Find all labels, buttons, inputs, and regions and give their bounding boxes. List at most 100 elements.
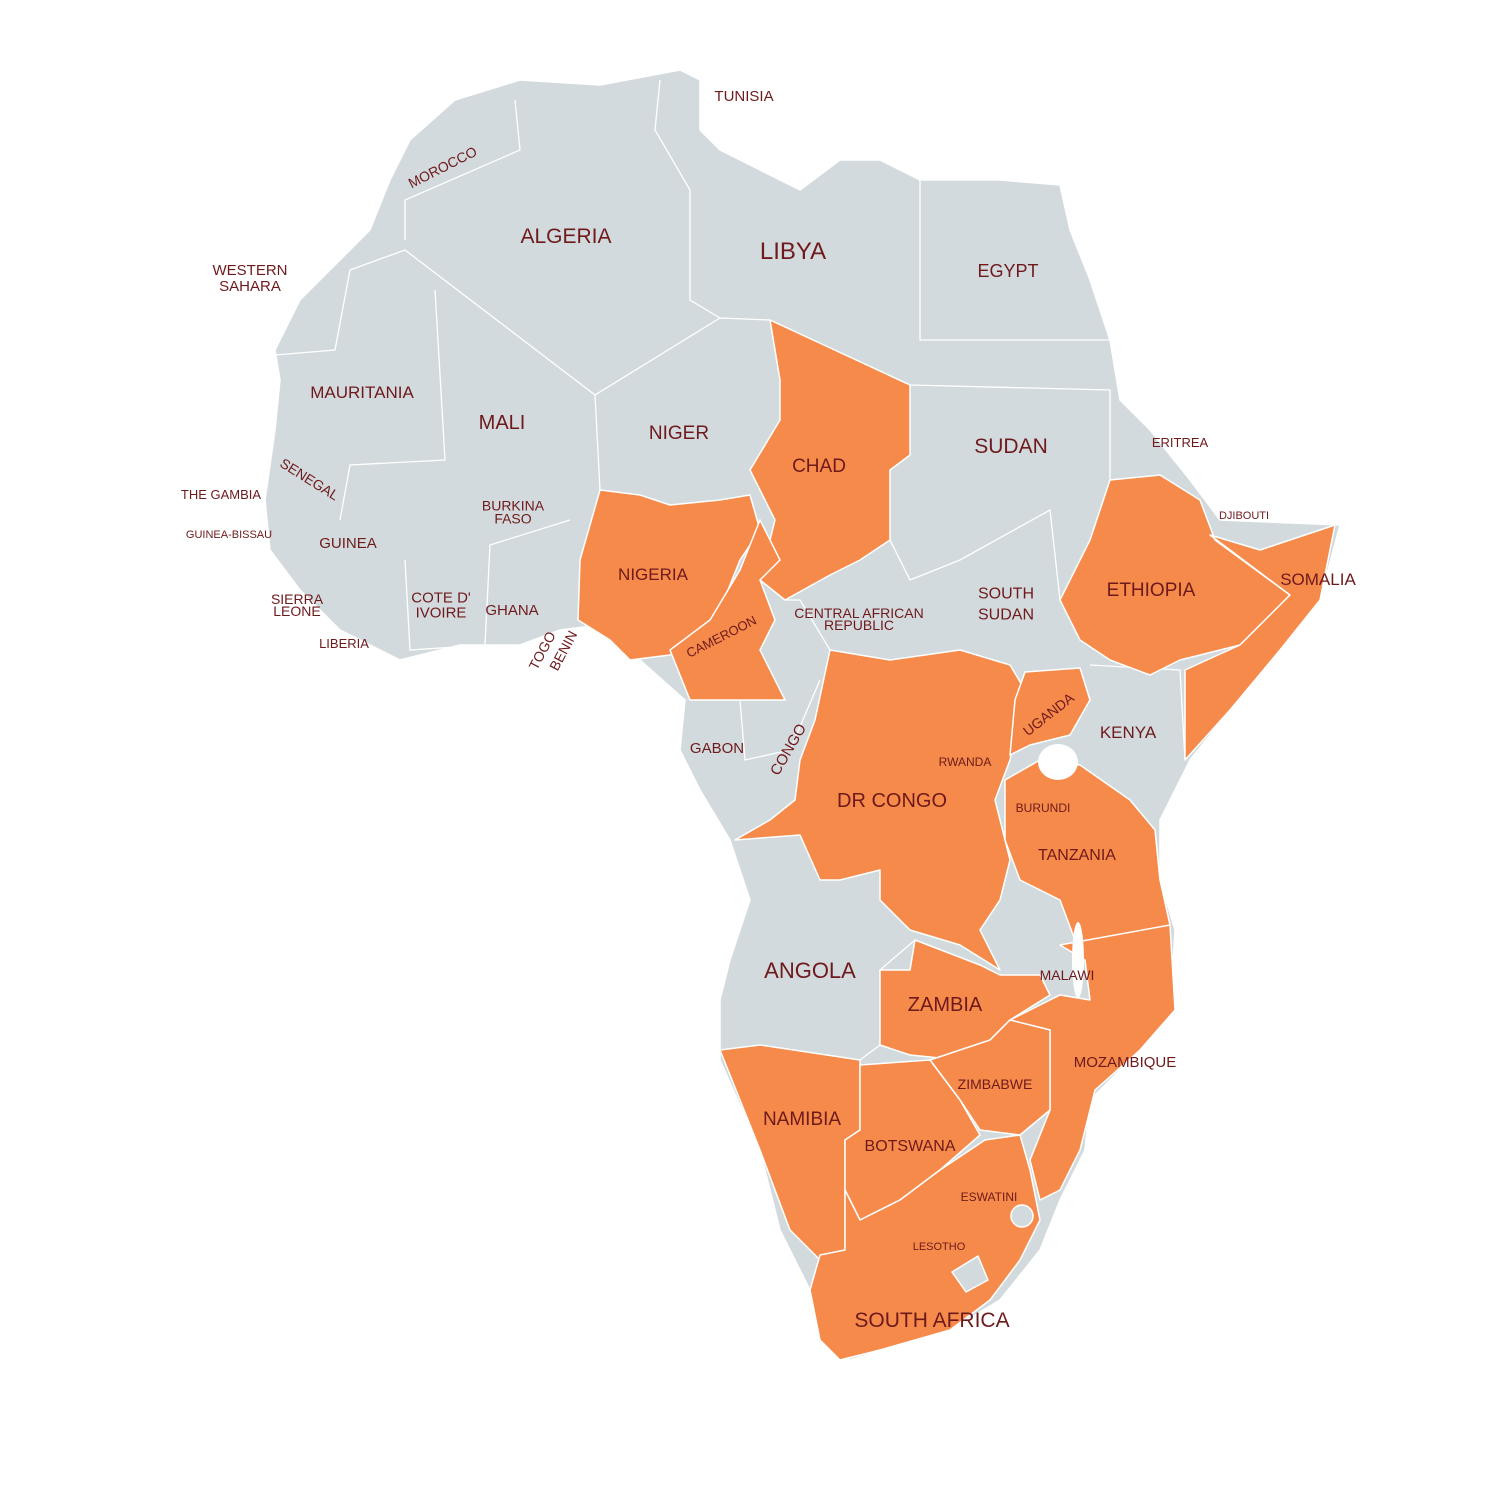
label-line: TANZANIA — [1038, 847, 1116, 864]
country-shape — [1009, 667, 1091, 756]
country-label: ZIMBABWE — [958, 1076, 1033, 1092]
country-shape — [749, 319, 911, 601]
label-line: WESTERN — [213, 262, 288, 279]
label-line: GUINEA-BISSAU — [186, 529, 272, 541]
label-line: SOUTH AFRICA — [854, 1309, 1009, 1332]
country-label: SOUTH SUDAN — [978, 586, 1034, 624]
border — [919, 180, 1110, 341]
country-label: ANGOLA — [764, 958, 856, 983]
border — [909, 384, 1111, 480]
label-line: SOMALIA — [1280, 570, 1356, 589]
label-line: SAHARA — [219, 278, 281, 295]
border — [404, 99, 521, 240]
country-label: BURUNDI — [1016, 801, 1071, 815]
label-line: DR CONGO — [837, 790, 947, 812]
country-shape — [1059, 474, 1291, 676]
label-line: MALI — [479, 412, 526, 434]
label-line: THE GAMBIA — [181, 487, 262, 502]
country-label: ESWATINI — [961, 1190, 1018, 1204]
label-line: FASO — [494, 510, 531, 526]
country-label: WESTERN SAHARA — [213, 262, 288, 295]
label-line: COTE D' — [411, 589, 471, 606]
country-label: TANZANIA — [1038, 847, 1116, 864]
country-label: NAMIBIA — [763, 1109, 841, 1130]
label-line: ERITREA — [1152, 435, 1209, 450]
lake — [1038, 744, 1078, 780]
country-label: ALGERIA — [520, 225, 611, 248]
country-label: GABON — [690, 740, 744, 757]
border — [1089, 664, 1186, 761]
country-label: THE GAMBIA — [181, 487, 262, 502]
country-shape — [809, 1134, 1041, 1361]
label-line: NIGERIA — [618, 565, 689, 584]
label-line: NAMIBIA — [763, 1109, 841, 1130]
border — [594, 394, 601, 491]
label-line: MALAWI — [1040, 967, 1095, 983]
country-label: TUNISIA — [714, 88, 773, 105]
label-line: EGYPT — [977, 261, 1038, 281]
label-line: DJIBOUTI — [1219, 510, 1269, 522]
country-label: SOMALIA — [1280, 570, 1356, 589]
label-line: IVOIRE — [416, 604, 467, 621]
label-line: LEONE — [273, 603, 320, 619]
label-line: RWANDA — [939, 755, 992, 769]
label-line: ALGERIA — [520, 225, 611, 248]
border — [274, 269, 351, 356]
country-shape — [1184, 524, 1336, 761]
label-line: BURUNDI — [1016, 801, 1071, 815]
label-line: ANGOLA — [764, 958, 856, 983]
label-line: MOZAMBIQUE — [1074, 1054, 1177, 1071]
country-shapes — [264, 69, 1341, 1361]
label-line: BOTSWANA — [865, 1138, 956, 1155]
country-label: SUDAN — [974, 435, 1048, 458]
label-line: CHAD — [792, 456, 846, 477]
border — [785, 599, 831, 651]
country-label: SIERRA LEONE — [271, 591, 324, 619]
label-line: LIBYA — [760, 238, 826, 265]
country-label: RWANDA — [939, 755, 992, 769]
label-line: GHANA — [485, 602, 538, 619]
country-label: BOTSWANA — [865, 1138, 956, 1155]
country-label: CHAD — [792, 456, 846, 477]
label-line: ZIMBABWE — [958, 1076, 1033, 1092]
label-line: SOUTH — [978, 586, 1034, 603]
country-label: GHANA — [485, 602, 538, 619]
label-line: SUDAN — [974, 435, 1048, 458]
country-label: ERITREA — [1152, 435, 1209, 450]
country-label: GUINEA — [319, 535, 377, 552]
country-shape — [1009, 924, 1176, 1201]
label-line: SUDAN — [978, 607, 1034, 624]
country-label: CENTRAL AFRICAN REPUBLIC — [794, 605, 923, 633]
country-label: DJIBOUTI — [1219, 510, 1269, 522]
label-line: LESOTHO — [913, 1241, 966, 1253]
border — [339, 289, 446, 521]
label-line: BURKINA — [482, 497, 545, 513]
label-line: ESWATINI — [961, 1190, 1018, 1204]
country-shape — [929, 1019, 1051, 1136]
label-line: ETHIOPIA — [1107, 580, 1196, 601]
label-line: GUINEA — [319, 535, 377, 552]
label-line: REPUBLIC — [824, 617, 894, 633]
label-line: LIBERIA — [319, 636, 369, 651]
country-label: MALAWI — [1040, 967, 1095, 983]
border — [404, 519, 571, 651]
country-label: LIBYA — [760, 238, 826, 265]
label-line: GABON — [690, 740, 744, 757]
label-line: KENYA — [1100, 723, 1157, 742]
label-line: CENTRAL AFRICAN — [794, 605, 923, 621]
country-label: COTE D' IVOIRE — [411, 589, 471, 621]
country-shape — [1010, 1204, 1034, 1228]
country-label: LESOTHO — [913, 1241, 966, 1253]
country-label: ZAMBIA — [908, 994, 983, 1016]
country-label: SOUTH AFRICA — [854, 1309, 1009, 1332]
country-shape — [951, 1255, 989, 1293]
lake — [1072, 922, 1084, 998]
country-label: MAURITANIA — [310, 383, 414, 402]
label-line: TUNISIA — [714, 88, 773, 105]
country-label: NIGER — [649, 423, 709, 444]
border — [654, 79, 721, 319]
country-label: EGYPT — [977, 261, 1038, 281]
label-line: SIERRA — [271, 591, 324, 607]
label-line: MAURITANIA — [310, 383, 414, 402]
